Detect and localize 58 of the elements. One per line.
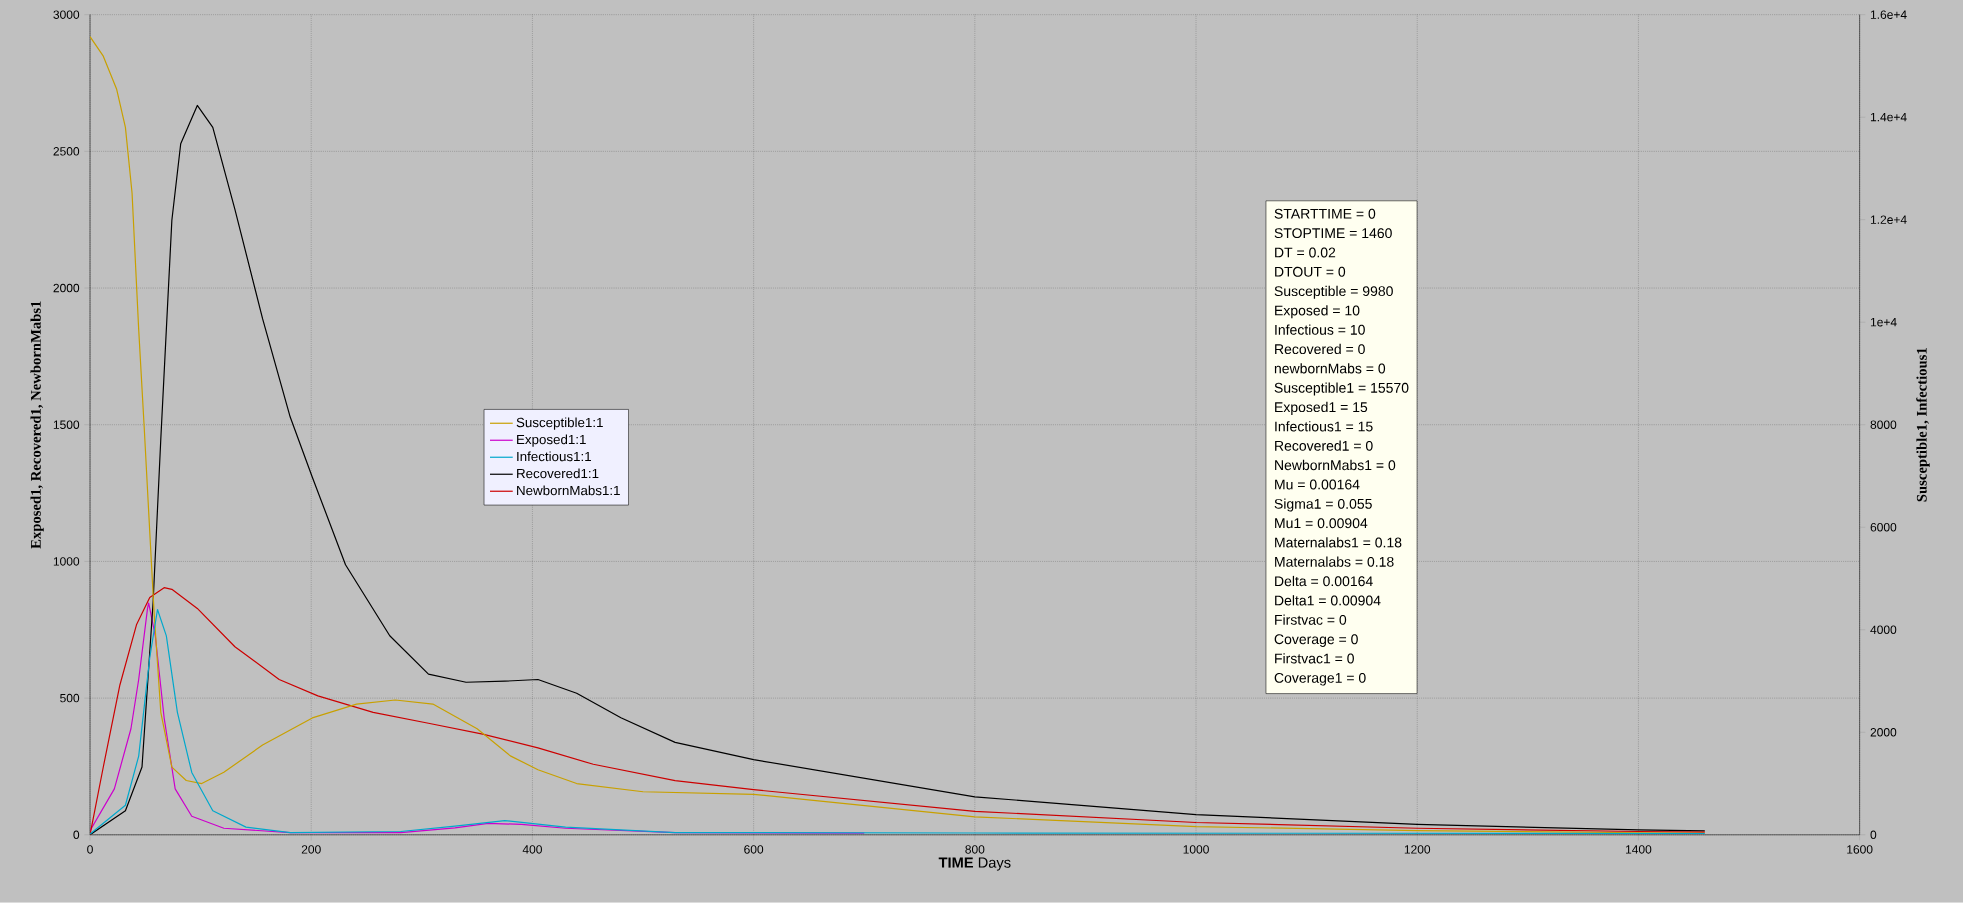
- y2-tick-label: 4000: [1870, 625, 1897, 635]
- annotation: Mu = 0.00164: [1275, 479, 1360, 490]
- annotation: Susceptible1 = 15570: [1274, 382, 1409, 396]
- annotation: Delta1 = 0.00904: [1275, 595, 1381, 606]
- y-tick-label: 3000: [53, 10, 80, 20]
- x-tick-label: 800: [965, 845, 985, 854]
- annotation: Firstvac1 = 0: [1275, 653, 1354, 664]
- annotation: DTOUT = 0: [1275, 266, 1346, 277]
- y2-tick-label: 1e+4: [1870, 318, 1897, 327]
- y-tick-label: 2500: [53, 147, 80, 156]
- annotation: newbornMabs = 0: [1274, 363, 1386, 374]
- y-axis-title: Exposed1, Recovered1, NewbornMabs1: [30, 301, 44, 549]
- x-tick-label: 400: [522, 845, 542, 854]
- annotation: Recovered = 0: [1275, 343, 1365, 355]
- y2-tick-label: 2000: [1870, 728, 1897, 737]
- y2-axis-title: Susceptible1, Infectious1: [1916, 348, 1930, 502]
- y2-tick-label: 0: [1870, 830, 1877, 840]
- x-tick-label: 1400: [1626, 845, 1652, 854]
- y-tick-label: 1500: [53, 420, 80, 430]
- annotation: Mu1 = 0.00904: [1275, 518, 1368, 529]
- annotation: STARTTIME = 0: [1274, 208, 1376, 219]
- annotation: Delta = 0.00164: [1275, 575, 1373, 587]
- x-tick-label: 1000: [1183, 845, 1209, 854]
- x-tick-label: 1600: [1847, 845, 1873, 854]
- x-tick-label: 1200: [1404, 845, 1431, 854]
- annotation: Exposed = 10: [1275, 305, 1360, 319]
- y2-tick-label: 6000: [1870, 523, 1897, 532]
- annotation: Infectious1 = 15: [1275, 421, 1373, 432]
- annotation: Recovered1 = 0: [1275, 440, 1373, 451]
- y2-tick-label: 1.6e+4: [1870, 10, 1907, 20]
- annotation: Firstvac = 0: [1275, 614, 1347, 625]
- y2-tick-label: 1.2e+4: [1870, 215, 1907, 225]
- legend-label: NewbornMabs1:1: [517, 485, 620, 496]
- annotation: STOPTIME = 1460: [1274, 228, 1392, 239]
- legend-label: Susceptible1:1: [516, 417, 603, 430]
- y-tick-label: 2000: [53, 283, 80, 293]
- annotation: DT = 0.02: [1275, 247, 1336, 258]
- y-tick-label: 500: [60, 693, 80, 703]
- annotation: Maternalabs = 0.18: [1275, 556, 1394, 567]
- x-tick-label: 0: [87, 845, 93, 854]
- x-tick-label: 600: [744, 845, 764, 854]
- y-tick-label: 1000: [53, 557, 80, 566]
- legend-label: Recovered1:1: [517, 468, 599, 479]
- annotation: Coverage = 0: [1274, 634, 1358, 648]
- annotation: Maternalabs1 = 0.18: [1275, 537, 1402, 548]
- y2-tick-label: 8000: [1870, 420, 1897, 430]
- annotation: Infectious = 10: [1275, 324, 1365, 335]
- y-tick-label: 0: [73, 830, 80, 840]
- annotation: Susceptible = 9980: [1274, 285, 1393, 299]
- annotation: Sigma1 = 0.055: [1274, 498, 1372, 512]
- x-tick-label: 200: [301, 845, 321, 854]
- annotation: NewbornMabs1 = 0: [1275, 459, 1396, 471]
- annotation: Coverage1 = 0: [1274, 673, 1366, 686]
- legend-label: Infectious1:1: [517, 451, 591, 462]
- annotation: Exposed1 = 15: [1275, 401, 1368, 415]
- x-axis-title: TIME Days: [938, 857, 1011, 871]
- legend-label: Exposed1:1: [517, 434, 586, 447]
- y2-tick-label: 1.4e+4: [1870, 113, 1907, 122]
